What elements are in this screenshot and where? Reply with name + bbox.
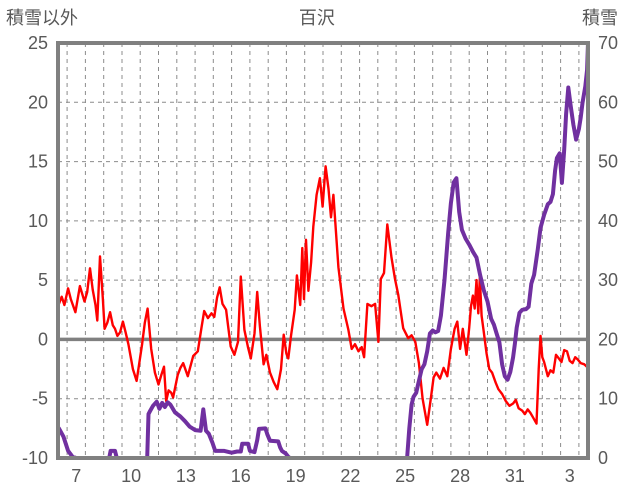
left-axis-tick-label: 10 [28, 211, 48, 231]
left-axis-tick-label: 20 [28, 92, 48, 112]
right-axis-tick-label: 40 [598, 211, 618, 231]
left-axis-title: 積雪以外 [6, 8, 78, 28]
left-axis-tick-label: 15 [28, 152, 48, 172]
x-axis-tick-label: 22 [340, 466, 360, 486]
left-axis-tick-label: 25 [28, 33, 48, 53]
x-axis-tick-label: 31 [505, 466, 525, 486]
right-axis-title: 積雪 [582, 8, 618, 28]
plot-border [56, 41, 590, 460]
temperature-line-series [57, 165, 590, 426]
snow-depth-line-series [56, 41, 590, 460]
right-axis-tick-label: 0 [598, 448, 608, 468]
x-axis-tick-label: 25 [395, 466, 415, 486]
x-axis-tick-label: 28 [450, 466, 470, 486]
chart-title: 百沢 [298, 8, 335, 28]
right-axis-tick-label: 10 [598, 389, 618, 409]
x-axis-tick-label: 3 [565, 466, 575, 486]
x-axis-tick-label: 19 [286, 466, 306, 486]
x-axis-tick-label: 13 [176, 466, 196, 486]
right-axis-tick-label: 20 [598, 329, 618, 349]
left-axis-tick-label: 0 [38, 329, 48, 349]
left-axis-tick-label: -10 [22, 448, 48, 468]
right-axis-tick-label: 60 [598, 92, 618, 112]
x-axis-tick-label: 16 [231, 466, 251, 486]
left-axis-tick-label: 5 [38, 270, 48, 290]
x-axis-tick-label: 10 [121, 466, 141, 486]
right-axis-tick-label: 70 [598, 33, 618, 53]
x-axis-tick-label: 7 [71, 466, 81, 486]
right-axis-tick-label: 50 [598, 152, 618, 172]
left-axis-tick-label: -5 [32, 389, 48, 409]
right-axis-tick-label: 30 [598, 270, 618, 290]
